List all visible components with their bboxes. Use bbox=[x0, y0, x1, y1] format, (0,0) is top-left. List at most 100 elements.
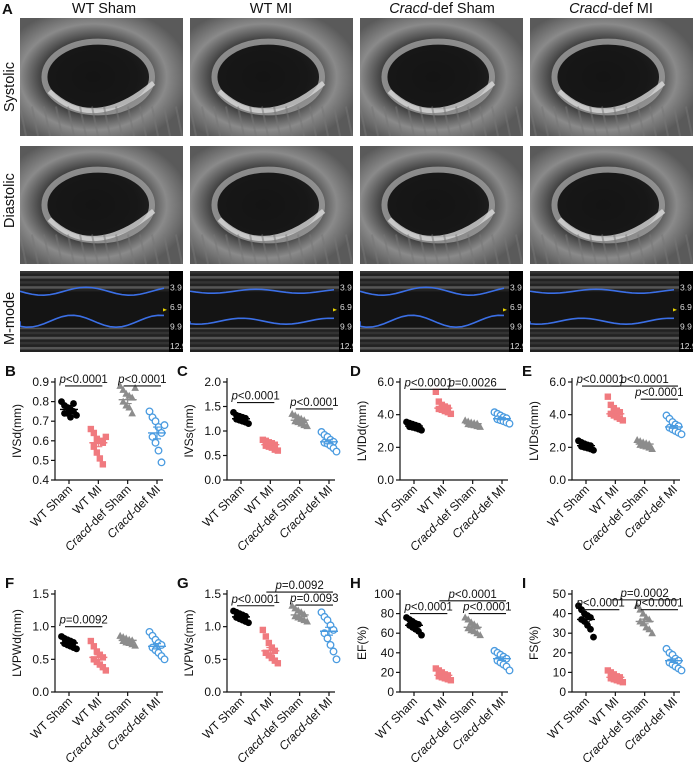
data-point bbox=[90, 443, 98, 450]
data-point bbox=[677, 430, 686, 439]
data-point bbox=[265, 639, 273, 647]
y-tick-label: 100 bbox=[374, 587, 394, 601]
data-point bbox=[145, 407, 154, 416]
y-tick-label: 0.5 bbox=[32, 453, 49, 467]
row-label-m-mode: M-mode bbox=[2, 291, 18, 345]
sem-error-bar bbox=[410, 623, 418, 628]
data-point bbox=[154, 446, 163, 455]
data-point bbox=[119, 385, 127, 393]
column-label-wt-sham: WT Sham bbox=[71, 1, 137, 17]
data-point bbox=[274, 660, 282, 667]
p-value-label: p<0.0001 bbox=[404, 377, 453, 389]
mmode-image-wt-sham: 3.9 6.9 9.9 12.9 bbox=[20, 271, 183, 352]
echo-image-systolic-wt-mi bbox=[190, 18, 353, 136]
data-point bbox=[645, 615, 653, 623]
data-point bbox=[245, 420, 252, 428]
data-point bbox=[116, 381, 124, 389]
y-tick-label: 0.0 bbox=[549, 473, 566, 487]
data-point bbox=[435, 398, 443, 405]
sem-error-bar bbox=[266, 442, 275, 447]
data-point bbox=[418, 426, 425, 434]
p-value-label: p<0.0001 bbox=[620, 374, 669, 386]
data-point bbox=[590, 633, 597, 641]
data-point bbox=[619, 417, 627, 424]
chart-panel-g: G 0.0 0.5 1.0 1.5 LVPWs(mm) WT Sham WT MI Cracd-… bbox=[172, 572, 350, 770]
y-tick-label: 0.0 bbox=[204, 685, 221, 699]
mmode-scale-label: 3.9 bbox=[510, 282, 522, 292]
panel-label: D bbox=[350, 363, 361, 380]
data-point bbox=[415, 620, 422, 628]
x-tick-label: WT Sham bbox=[545, 482, 592, 529]
sem-error-bar bbox=[237, 614, 245, 619]
data-point bbox=[329, 647, 338, 656]
x-tick-label: WT Sham bbox=[200, 694, 247, 741]
mmode-scale-label: 3.9 bbox=[170, 282, 182, 292]
y-tick-label: 10 bbox=[553, 665, 567, 679]
data-point bbox=[87, 637, 95, 645]
data-point bbox=[102, 667, 110, 674]
data-point bbox=[157, 641, 166, 649]
p-value-label: p<0.0001 bbox=[59, 374, 108, 386]
y-tick-label: 1.5 bbox=[204, 587, 221, 601]
mmode-scale-label: 9.9 bbox=[170, 321, 182, 331]
sem-error-bar bbox=[295, 418, 304, 423]
y-tick-label: 20 bbox=[553, 646, 567, 660]
data-point bbox=[590, 446, 597, 454]
x-tick-label: WT Sham bbox=[200, 482, 247, 529]
data-point bbox=[160, 421, 169, 430]
data-point bbox=[99, 461, 107, 468]
axis-line bbox=[54, 378, 163, 481]
sem-error-bar bbox=[94, 654, 103, 661]
data-point bbox=[93, 449, 101, 456]
x-tick-label: WT Sham bbox=[545, 694, 592, 741]
y-tick-label: 0 bbox=[387, 685, 394, 699]
p-value-label: p<0.0001 bbox=[117, 374, 166, 386]
y-tick-label: 4.0 bbox=[549, 408, 566, 422]
column-label-wt-mi: WT MI bbox=[249, 1, 293, 17]
y-tick-label: 50 bbox=[553, 587, 567, 601]
data-point bbox=[476, 631, 484, 639]
mmode-scale-label: 3.9 bbox=[340, 282, 352, 292]
data-point bbox=[90, 643, 98, 650]
mmode-scale-label: 3.9 bbox=[680, 282, 692, 292]
chart-panel-b: B 0.4 0.5 0.6 0.7 0.8 0.9 IVSd(mm) WT Sham WT MI C… bbox=[0, 360, 178, 558]
sem-error-bar bbox=[611, 675, 620, 680]
mmode-image-cracd-mi: 3.9 6.9 9.9 12.9 bbox=[530, 271, 693, 352]
data-point bbox=[645, 625, 653, 633]
sem-error-bar bbox=[123, 638, 132, 643]
sem-error-bar bbox=[123, 395, 132, 405]
data-point bbox=[636, 605, 644, 613]
data-point bbox=[87, 425, 95, 433]
data-point bbox=[274, 447, 282, 454]
y-axis-label: IVSd(mm) bbox=[10, 404, 24, 458]
y-axis-label: IVSs(mm) bbox=[182, 404, 196, 457]
y-tick-label: 0.7 bbox=[32, 414, 49, 428]
panel-label: C bbox=[177, 363, 188, 380]
data-point bbox=[93, 648, 101, 655]
y-tick-label: 1.0 bbox=[204, 620, 221, 634]
data-point bbox=[505, 666, 514, 675]
y-tick-label: 0.5 bbox=[32, 652, 49, 666]
y-tick-label: 1.5 bbox=[32, 587, 49, 601]
panel-label: E bbox=[522, 363, 532, 380]
data-point bbox=[259, 626, 267, 634]
x-tick-label: WT Sham bbox=[373, 694, 420, 741]
y-tick-label: 30 bbox=[553, 626, 567, 640]
y-tick-label: 0.9 bbox=[32, 375, 49, 389]
panel-label: I bbox=[522, 575, 526, 592]
echo-image-systolic-wt-sham bbox=[20, 18, 183, 136]
data-point bbox=[648, 629, 656, 637]
p-value-label: p<0.0001 bbox=[448, 589, 497, 601]
sem-error-bar bbox=[237, 416, 245, 421]
p-value-label: p=0.0092 bbox=[59, 615, 108, 627]
y-axis-label: FS(%) bbox=[527, 626, 541, 660]
sem-error-bar bbox=[94, 438, 103, 448]
mmode-image-cracd-sham: 3.9 6.9 9.9 12.9 bbox=[360, 271, 523, 352]
data-point bbox=[639, 619, 647, 627]
data-point bbox=[131, 383, 139, 391]
sem-error-bar bbox=[65, 641, 73, 645]
panel-label: G bbox=[177, 575, 189, 592]
mmode-image-wt-mi: 3.9 6.9 9.9 12.9 bbox=[190, 271, 353, 352]
y-tick-label: 0.4 bbox=[32, 473, 49, 487]
data-point bbox=[245, 619, 252, 627]
